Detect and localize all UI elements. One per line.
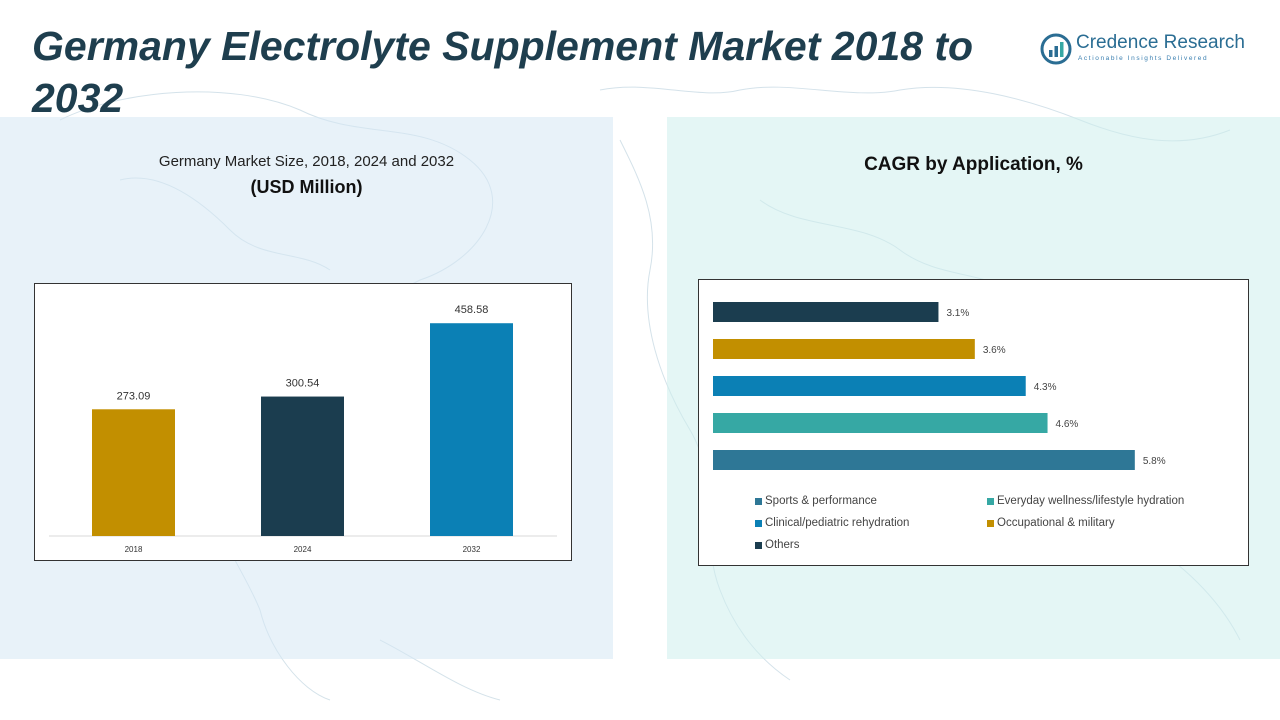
legend-label: Occupational & military <box>997 517 1115 529</box>
hbar-everyday-wellness-lifestyle-hydration <box>713 413 1048 433</box>
bar-2018 <box>92 409 175 536</box>
bar-value-label: 300.54 <box>286 378 320 390</box>
legend-swatch <box>755 497 762 505</box>
legend-label: Others <box>765 539 800 551</box>
hbar-value-label: 5.8% <box>1143 456 1166 467</box>
cagr-chart-title: CAGR by Application, % <box>864 154 1083 175</box>
bar-2024 <box>261 396 344 536</box>
x-tick-label: 2018 <box>125 545 143 554</box>
legend-item: Clinical/pediatric rehydration <box>755 517 909 529</box>
legend-swatch <box>987 519 994 527</box>
page-title: Germany Electrolyte Supplement Market 20… <box>32 23 974 121</box>
x-tick-label: 2024 <box>294 545 312 554</box>
hbar-value-label: 3.6% <box>983 345 1006 356</box>
cagr-bar-svg: 3.1% 3.6% 4.3% 4.6% 5.8% <box>713 302 1166 470</box>
legend-swatch <box>987 497 994 505</box>
hbar-occupational-military <box>713 339 975 359</box>
logo-icon <box>1040 33 1072 65</box>
bar-2032 <box>430 323 513 536</box>
market-size-unit: (USD Million) <box>250 177 363 197</box>
bar-value-label: 458.58 <box>455 304 489 316</box>
hbar-others <box>713 302 939 322</box>
bar-value-label: 273.09 <box>117 390 151 402</box>
legend-label: Everyday wellness/lifestyle hydration <box>997 495 1185 507</box>
hbar-value-label: 4.6% <box>1056 419 1079 430</box>
cagr-chart: 3.1% 3.6% 4.3% 4.6% 5.8% Sports & performanc… <box>698 279 1249 566</box>
legend-swatch <box>755 519 762 527</box>
legend-label: Sports & performance <box>765 495 877 507</box>
legend-item: Occupational & military <box>987 517 1115 529</box>
market-size-bar-svg: 273.09 2018 300.54 2024 458.58 2032 <box>49 304 557 554</box>
logo-name: Credence Research <box>1076 32 1245 53</box>
legend-swatch <box>755 541 762 549</box>
legend-label: Clinical/pediatric rehydration <box>765 517 910 529</box>
legend-item: Others <box>755 539 800 551</box>
hbar-value-label: 4.3% <box>1034 382 1057 393</box>
market-size-subtitle: Germany Market Size, 2018, 2024 and 2032 <box>158 153 455 170</box>
legend-item: Everyday wellness/lifestyle hydration <box>987 495 1184 507</box>
legend-item: Sports & performance <box>755 495 877 507</box>
logo-tagline: Actionable Insights Delivered <box>1078 55 1209 62</box>
hbar-clinical-pediatric-rehydration <box>713 376 1026 396</box>
credence-research-logo: Credence Research Actionable Insights De… <box>1040 30 1270 70</box>
market-size-chart: 273.09 2018 300.54 2024 458.58 2032 <box>34 283 572 561</box>
hbar-value-label: 3.1% <box>946 308 969 319</box>
x-tick-label: 2032 <box>463 545 481 554</box>
hbar-sports-performance <box>713 450 1135 470</box>
